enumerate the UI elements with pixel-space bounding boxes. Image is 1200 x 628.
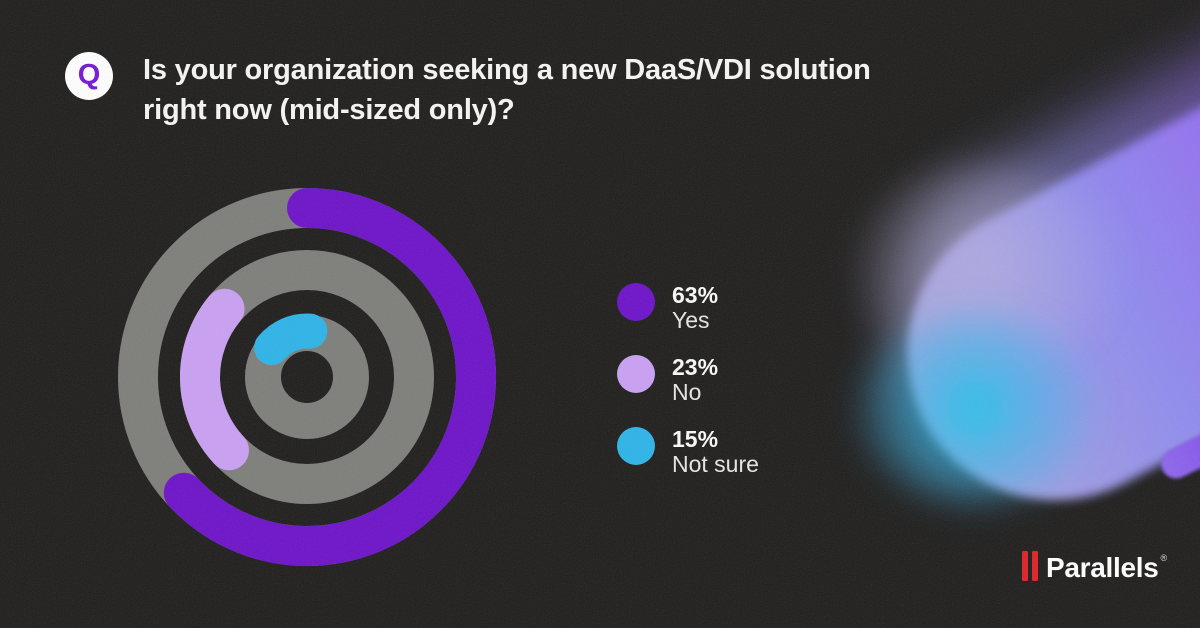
parallels-bars-icon	[1022, 551, 1038, 581]
legend-item-not-sure: 15% Not sure	[617, 427, 759, 477]
parallels-logo: Parallels ®	[1022, 551, 1168, 583]
ring-arc-no	[180, 288, 249, 471]
legend-percent: 15%	[672, 426, 719, 452]
legend-percent: 23%	[672, 354, 719, 380]
ring-arc-yes	[163, 188, 496, 566]
page-title: Is your organization seeking a new DaaS/…	[143, 50, 973, 130]
legend-label: Yes	[672, 307, 710, 333]
legend-label: No	[672, 379, 702, 405]
legend-dot-not-sure	[617, 427, 655, 465]
legend-dot-no	[617, 355, 655, 393]
legend-item-yes: 63% Yes	[617, 283, 759, 333]
logo-wordmark: Parallels	[1046, 552, 1159, 583]
blob-fragment	[1161, 395, 1200, 479]
title-line-2: right now (mid-sized only)?	[143, 94, 515, 126]
trademark-symbol: ®	[1160, 553, 1168, 563]
ring-track-yes	[118, 188, 496, 566]
ring-track-no	[180, 250, 434, 504]
legend-label: Not sure	[672, 451, 759, 477]
ring-arc-not-sure	[254, 313, 328, 366]
question-badge: Q	[65, 52, 113, 100]
legend-percent: 63%	[672, 282, 719, 308]
ring-track-not-sure	[245, 315, 369, 439]
chart-legend: 63% Yes 23% No 15% Not sure	[617, 283, 759, 499]
legend-dot-yes	[617, 283, 655, 321]
title-line-1: Is your organization seeking a new DaaS/…	[143, 54, 871, 86]
legend-item-no: 23% No	[617, 355, 759, 405]
question-badge-letter: Q	[77, 58, 101, 91]
